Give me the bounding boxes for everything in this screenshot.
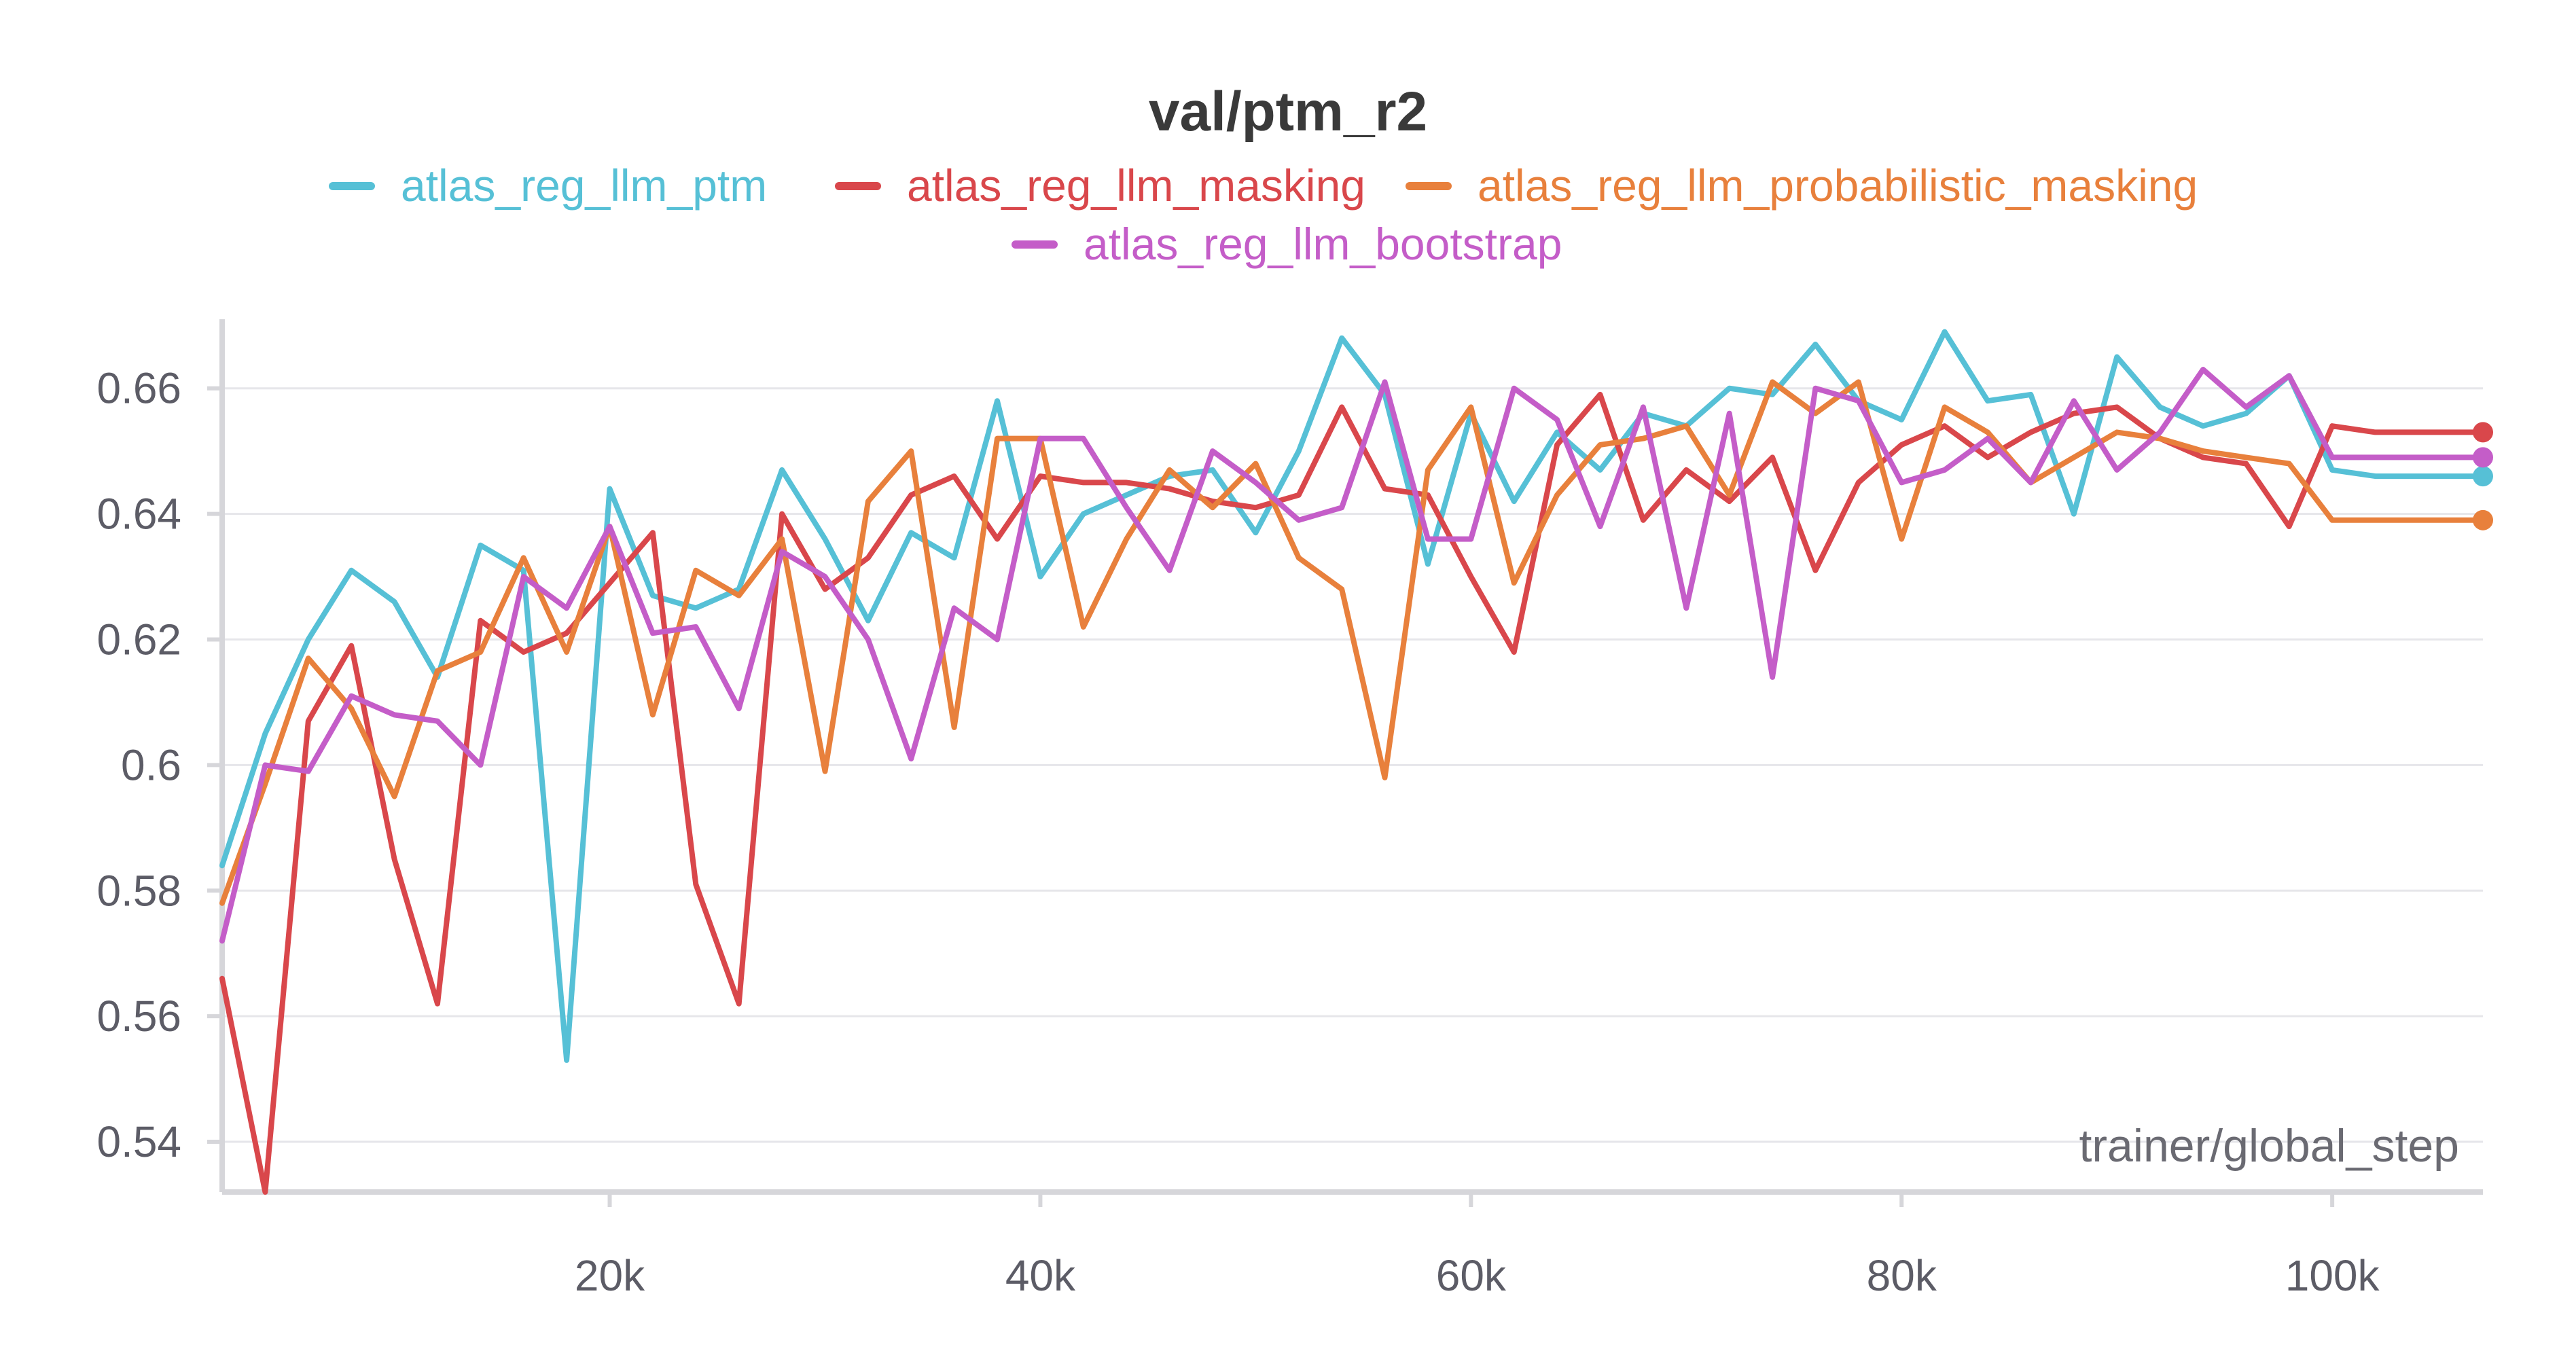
legend-item-atlas_reg_llm_bootstrap[interactable]: atlas_reg_llm_bootstrap: [1012, 219, 1562, 269]
x-tick-label: 40k: [1005, 1251, 1076, 1300]
legend-label: atlas_reg_llm_masking: [907, 160, 1365, 211]
chart-title: val/ptm_r2: [1149, 81, 1427, 143]
series-end-point-atlas_reg_llm_probabilistic_masking: [2473, 509, 2493, 530]
x-tick-label: 80k: [1867, 1251, 1937, 1300]
x-tick-label: 20k: [575, 1251, 645, 1300]
series-line-atlas_reg_llm_ptm: [219, 329, 2486, 1063]
y-tick-label: 0.54: [96, 1117, 181, 1166]
series-end-point-atlas_reg_llm_bootstrap: [2473, 447, 2493, 468]
legend: atlas_reg_llm_ptm atlas_reg_llm_masking at…: [329, 160, 2198, 269]
y-tick-label: 0.66: [96, 364, 181, 413]
x-tick-label: 60k: [1436, 1251, 1507, 1300]
series-line-atlas_reg_llm_bootstrap: [219, 367, 2486, 944]
y-tick-label: 0.62: [96, 615, 181, 664]
series-group: [219, 329, 2486, 1195]
y-axis-ticks: 0.54 0.56 0.58 0.6 0.62 0.64 0.66: [96, 364, 222, 1166]
series-end-point-atlas_reg_llm_masking: [2473, 422, 2493, 443]
series-end-point-atlas_reg_llm_ptm: [2473, 466, 2493, 487]
y-tick-label: 0.56: [96, 992, 181, 1041]
y-tick-label: 0.58: [96, 866, 181, 915]
legend-item-atlas_reg_llm_ptm[interactable]: atlas_reg_llm_ptm: [329, 160, 767, 211]
legend-label: atlas_reg_llm_ptm: [401, 160, 767, 211]
y-tick-label: 0.64: [96, 490, 181, 539]
series-line-atlas_reg_llm_probabilistic_masking: [219, 379, 2486, 906]
legend-label: atlas_reg_llm_bootstrap: [1084, 219, 1562, 269]
axes: [219, 319, 2483, 1195]
legend-label: atlas_reg_llm_probabilistic_masking: [1478, 160, 2198, 211]
series-end-points: [2473, 422, 2493, 530]
legend-item-atlas_reg_llm_probabilistic_masking[interactable]: atlas_reg_llm_probabilistic_masking: [1406, 160, 2198, 211]
x-tick-label: 100k: [2285, 1251, 2380, 1300]
x-axis-label: trainer/global_step: [2079, 1120, 2459, 1172]
x-axis-ticks: 20k 40k 60k 80k 100k: [575, 1192, 2380, 1300]
legend-item-atlas_reg_llm_masking[interactable]: atlas_reg_llm_masking: [835, 160, 1365, 211]
y-tick-label: 0.6: [121, 740, 181, 789]
